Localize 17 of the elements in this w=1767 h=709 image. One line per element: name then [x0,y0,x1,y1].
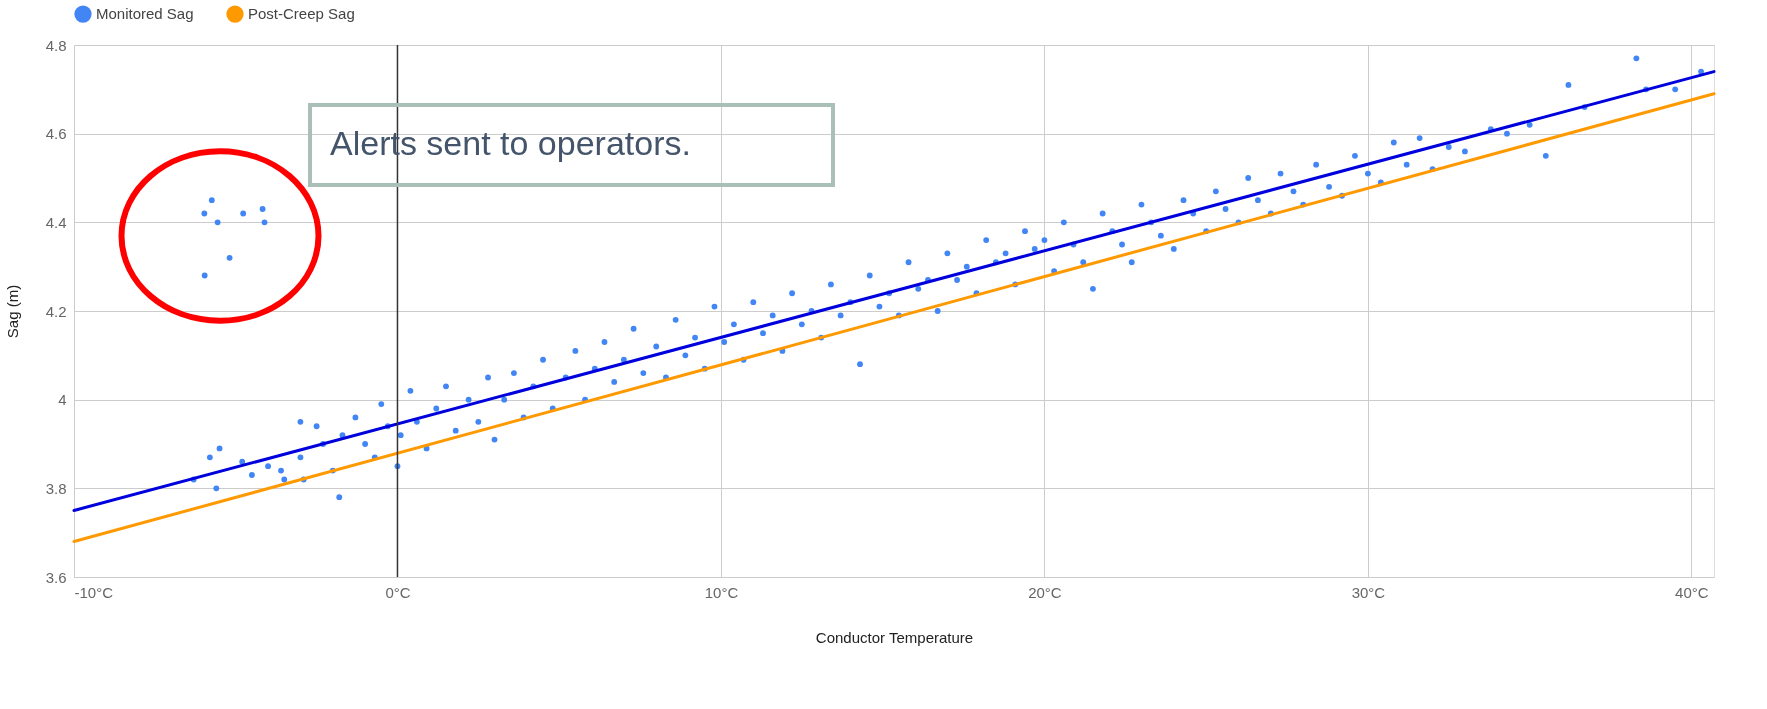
legend-label: Post-Creep Sag [248,5,355,23]
x-tick-label: 10°C [704,583,739,601]
y-tick-label: 4 [58,391,67,409]
y-tick-label: 4.6 [45,125,67,143]
y-tick-label: 4.8 [45,36,67,54]
y-tick-label: 4.2 [45,302,67,320]
x-tick-label: 30°C [1351,583,1386,601]
x-tick-label: 40°C [1675,583,1709,601]
y-tick-label: 4.4 [45,213,67,231]
x-tick-label: -10°C [74,583,114,601]
x-axis-title: Conductor Temperature [815,628,974,646]
y-tick-label: 3.6 [45,568,67,586]
x-tick-label: 20°C [1028,583,1062,601]
y-tick-label: 3.8 [45,479,67,497]
x-tick-label: 0°C [385,583,411,601]
legend-label: Monitored Sag [96,5,194,23]
y-axis-title: Sag (m) [3,284,21,339]
